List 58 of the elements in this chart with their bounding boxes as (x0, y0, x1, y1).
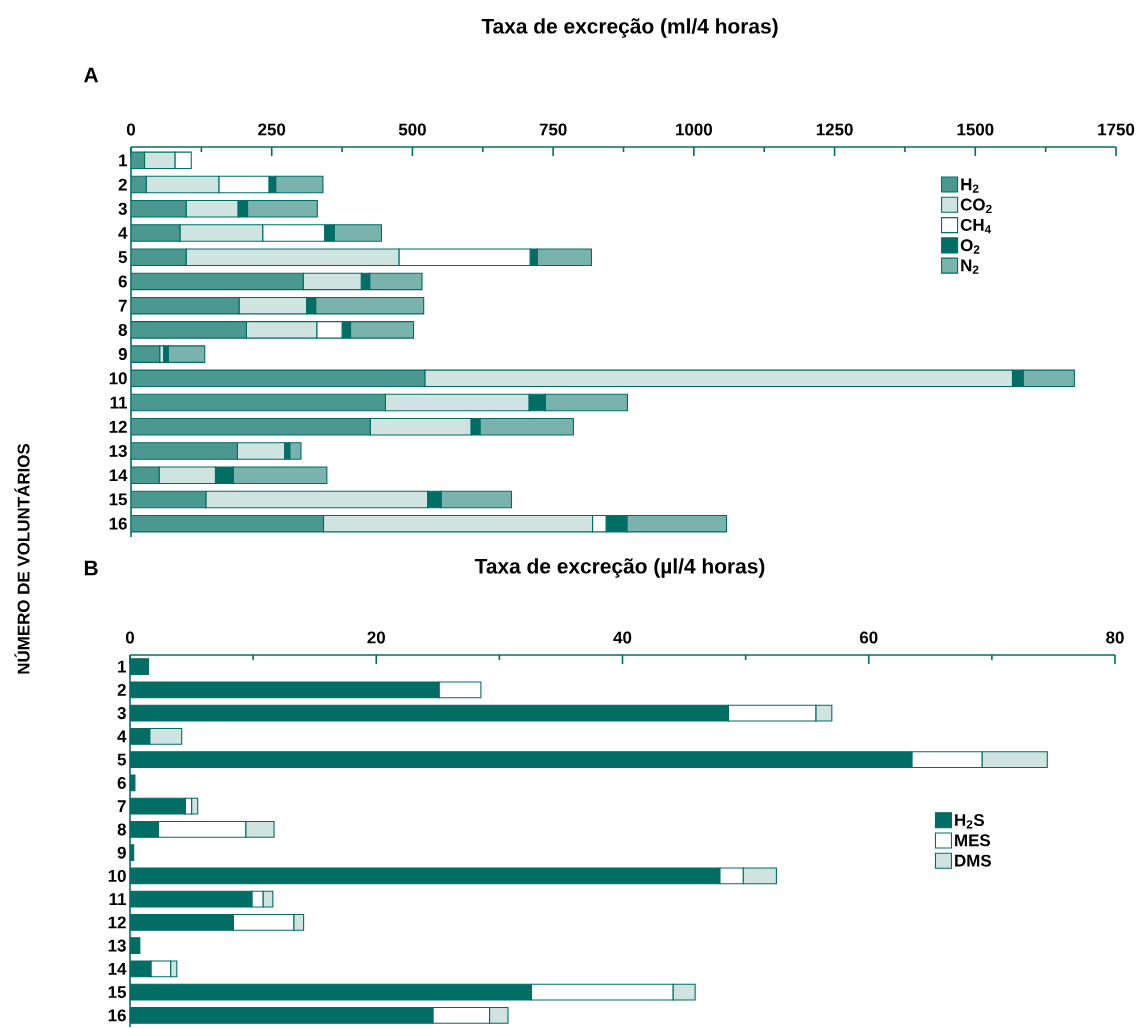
x-tick-label: 60 (859, 631, 878, 644)
y-tick-label: 15 (108, 986, 127, 999)
y-tick-label: 14 (109, 469, 128, 482)
y-tick-label: 10 (109, 372, 127, 385)
legend-label: H$_{2}$ (961, 178, 979, 193)
x-tick-label: 20 (367, 631, 385, 644)
y-tick-label: 9 (117, 846, 126, 859)
legend-label: DMS (955, 854, 991, 867)
y-tick-label: 8 (117, 823, 126, 836)
y-tick-label: 6 (118, 275, 127, 288)
y-tick-label: 11 (109, 893, 127, 905)
y-tick-label: 3 (118, 202, 127, 215)
y-tick-label: 3 (117, 707, 126, 720)
y-tick-label: 12 (109, 420, 127, 433)
y-tick-label: 13 (109, 444, 127, 458)
y-tick-label: 15 (109, 493, 128, 506)
y-tick-label: 4 (117, 730, 127, 743)
y-tick-label: 1 (119, 154, 128, 167)
y-tick-label: 16 (108, 1009, 126, 1022)
y-tick-label: 2 (118, 178, 127, 191)
y-tick-label: 14 (108, 963, 127, 975)
x-tick-label: 1750 (1098, 123, 1135, 136)
chart-title: B (84, 560, 98, 576)
y-tick-label: 5 (117, 753, 127, 766)
x-tick-label: 40 (613, 631, 632, 644)
y-tick-label: 11 (110, 396, 128, 409)
legend-label: CO$_{2}$ (960, 198, 992, 214)
y-tick-label: 12 (108, 916, 126, 929)
x-tick-label: 0 (126, 123, 136, 136)
chart-title: A (84, 67, 99, 83)
x-tick-label: 1500 (957, 123, 994, 136)
y-tick-label: 2 (117, 683, 126, 696)
x-tick-label: 250 (258, 123, 286, 136)
y-tick-label: 5 (118, 251, 128, 264)
x-axis-title: Taxa de excreção (ml/4 horas) (481, 18, 778, 38)
y-tick-label: 10 (108, 869, 126, 882)
x-tick-label: 500 (398, 123, 426, 136)
y-tick-label: 7 (118, 299, 127, 312)
x-tick-label: 1250 (816, 123, 853, 136)
legend-label: H$_{2}$S (955, 814, 984, 829)
y-tick-label: 1 (118, 660, 127, 673)
y-tick-label: 9 (118, 348, 127, 361)
x-axis-title: Taxa de excreção (µl/4 horas) (474, 558, 765, 578)
x-tick-label: 0 (125, 631, 135, 644)
y-axis-title: NÚMERO DE VOLUNTÁRIOS (14, 443, 30, 674)
legend-label: O$_{2}$ (960, 239, 980, 254)
y-tick-label: 7 (117, 800, 126, 812)
legend-label: MES (955, 834, 991, 847)
y-tick-label: 13 (108, 939, 126, 952)
y-tick-label: 8 (118, 323, 127, 336)
legend-label: CH$_{4}$ (960, 218, 992, 234)
y-tick-label: 6 (117, 776, 126, 789)
y-tick-label: 16 (109, 517, 127, 530)
y-tick-label: 4 (118, 227, 128, 239)
x-tick-label: 750 (539, 123, 567, 136)
legend-label: N$_{2}$ (961, 259, 979, 274)
x-tick-label: 1000 (676, 123, 712, 136)
x-tick-label: 80 (1106, 631, 1124, 644)
